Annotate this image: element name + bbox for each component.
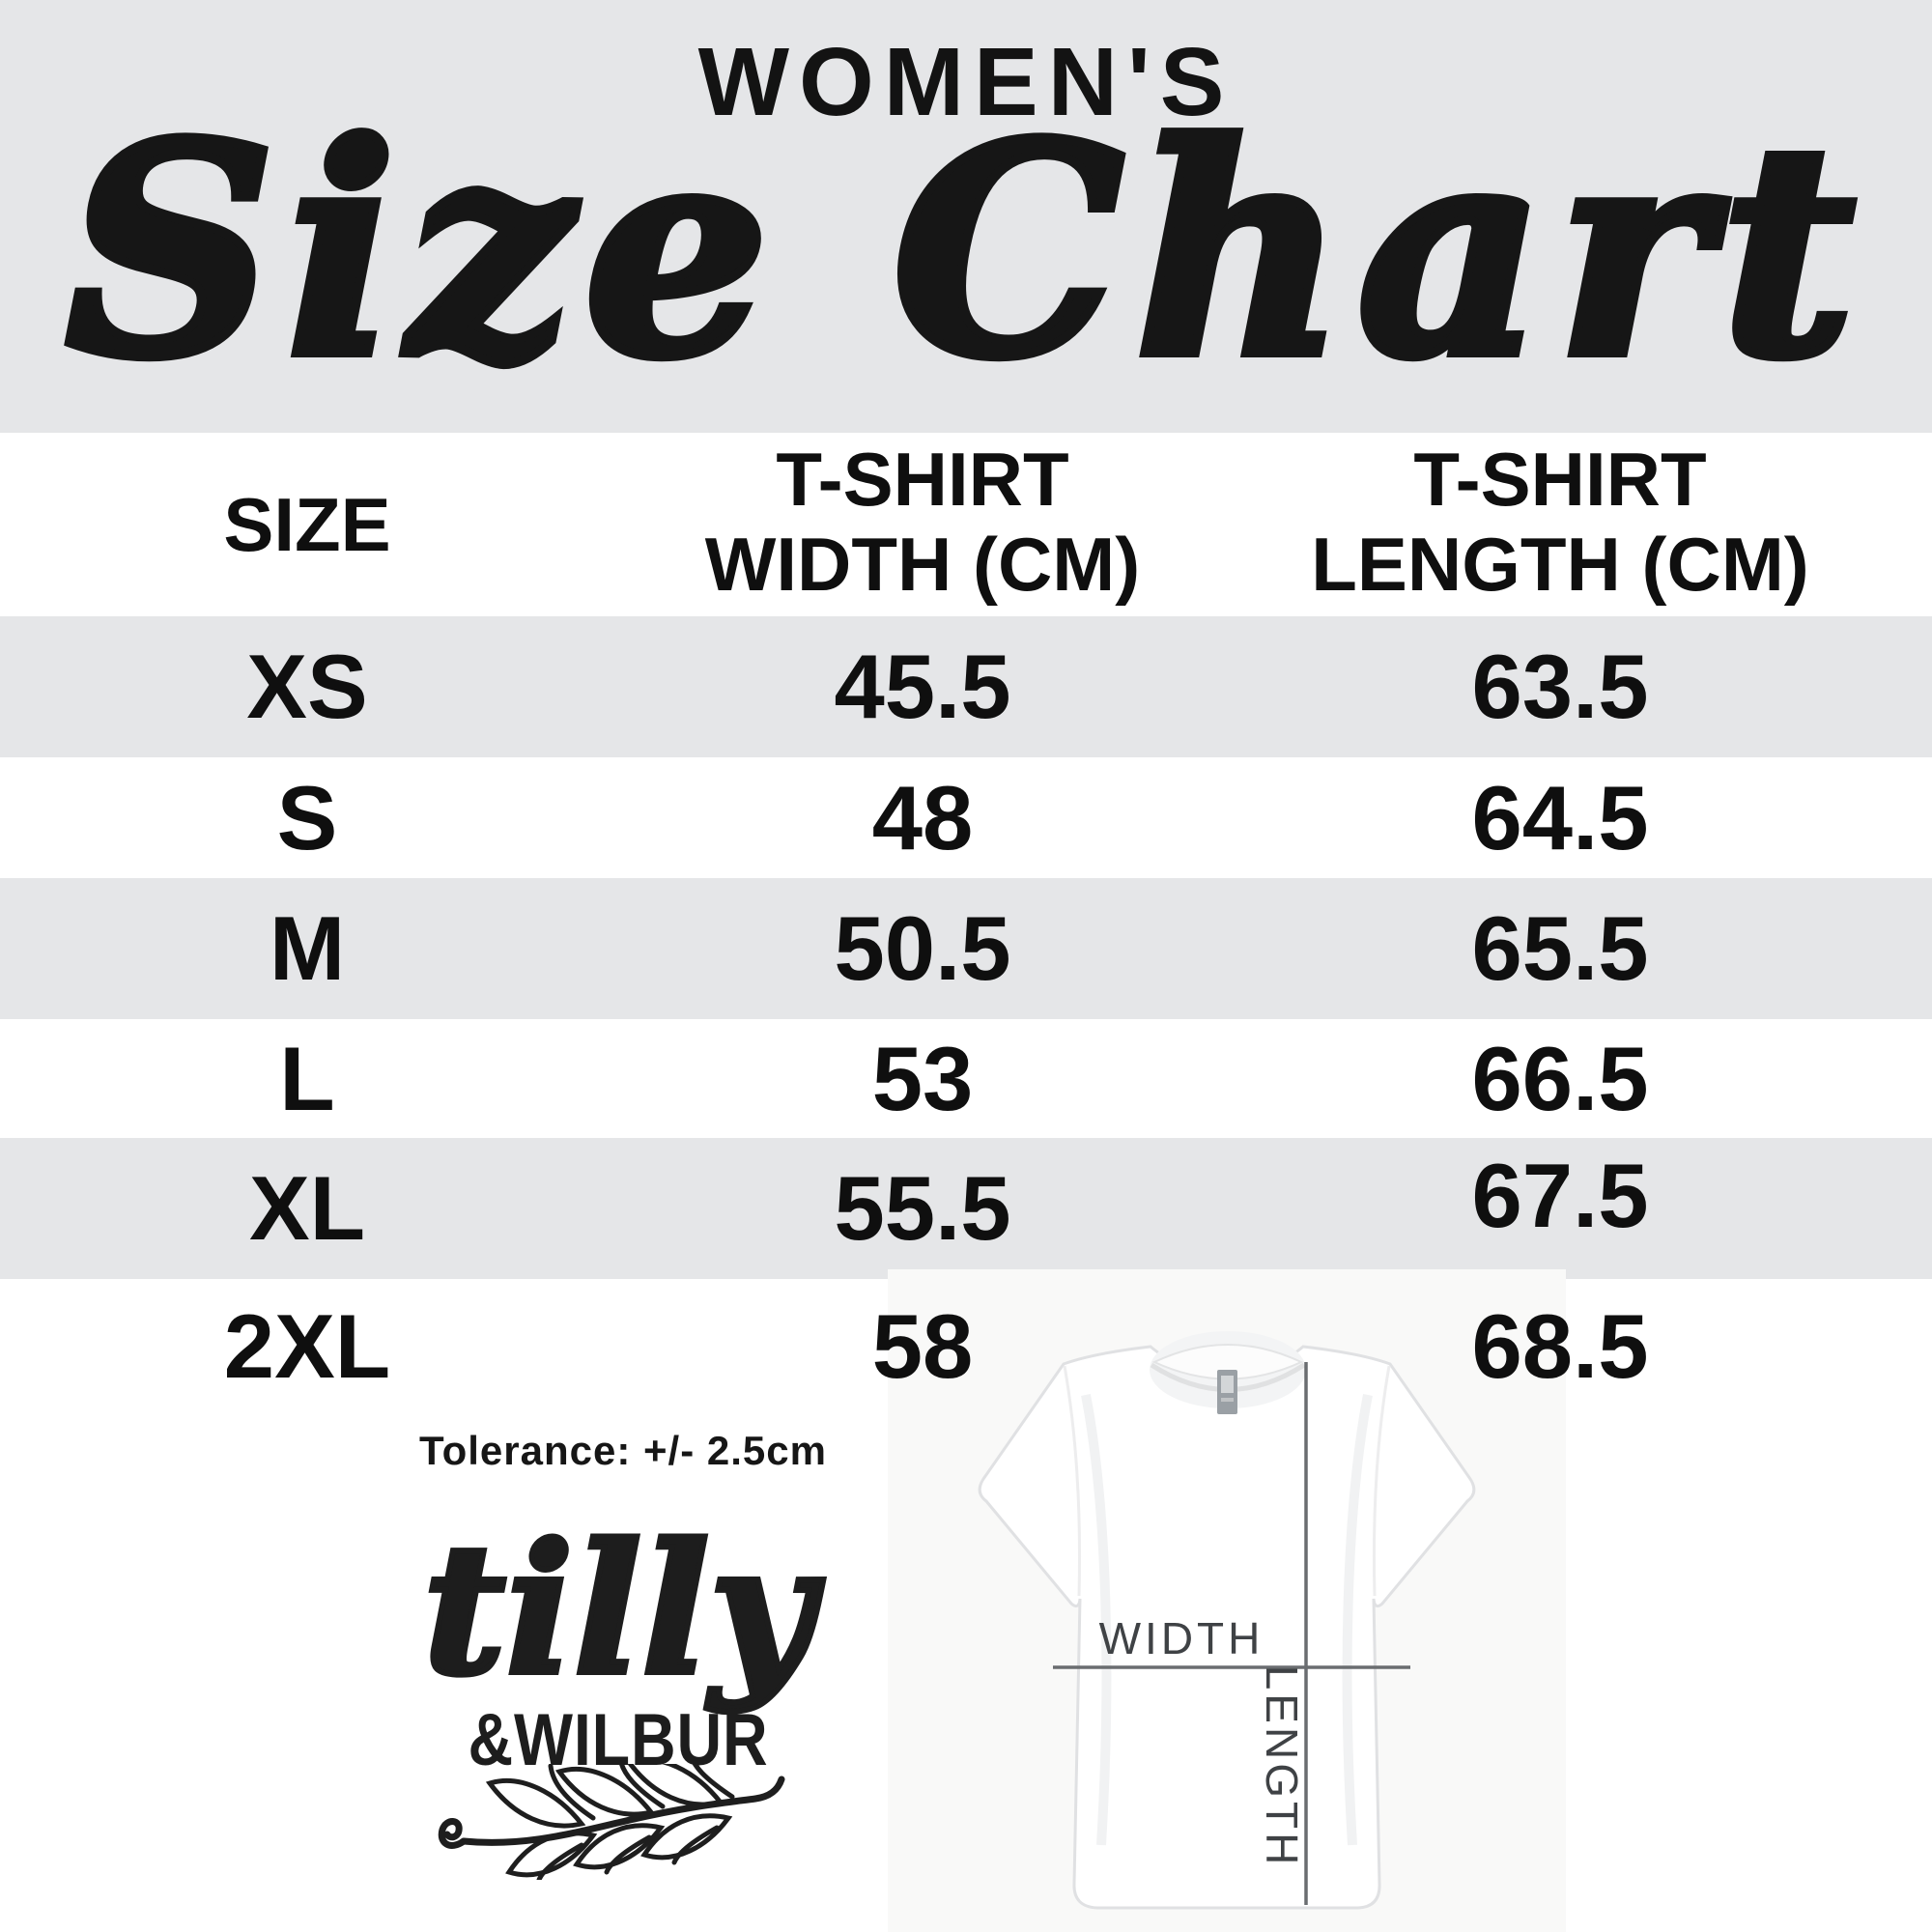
tshirt-diagram: WIDTH LENGTH bbox=[978, 1331, 1476, 1910]
length-cell: 68.5 bbox=[1471, 1295, 1649, 1397]
sleeve-seam-right bbox=[1372, 1365, 1391, 1597]
size-cell: 2XL bbox=[223, 1295, 391, 1397]
column-header-length-line1: T-SHIRT bbox=[1413, 437, 1707, 522]
size-cell: L bbox=[279, 1028, 335, 1129]
column-header-size: SIZE bbox=[223, 482, 391, 567]
table-row: M 50.5 65.5 bbox=[0, 878, 1932, 1019]
neck-tag-label bbox=[1221, 1376, 1234, 1393]
column-header-length-line2: LENGTH (CM) bbox=[1311, 522, 1809, 607]
chart-kicker: WOMEN'S bbox=[697, 28, 1235, 136]
width-cell: 48 bbox=[871, 767, 974, 868]
length-cell: 66.5 bbox=[1471, 1028, 1649, 1129]
table-row: L 53 66.5 bbox=[0, 1009, 1932, 1150]
brand-logo-script: tilly bbox=[420, 1501, 816, 1718]
collar-back-band bbox=[1151, 1344, 1304, 1380]
width-cell: 55.5 bbox=[834, 1157, 1011, 1259]
length-cell: 63.5 bbox=[1471, 636, 1649, 737]
width-cell: 45.5 bbox=[834, 636, 1011, 737]
column-header-width-line2: WIDTH (CM) bbox=[704, 522, 1141, 607]
table-row: XS 45.5 63.5 bbox=[0, 616, 1932, 757]
tolerance-note: Tolerance: +/- 2.5cm bbox=[419, 1428, 827, 1473]
table-row: 2XL 58 68.5 bbox=[0, 1276, 1932, 1417]
branch-flourish-icon bbox=[438, 1764, 785, 1880]
column-header-width: T-SHIRT WIDTH (CM) bbox=[633, 437, 1212, 607]
width-cell: 53 bbox=[871, 1028, 974, 1129]
row-stripe bbox=[0, 1138, 1932, 1279]
size-cell: XL bbox=[248, 1157, 366, 1259]
tshirt-photo: WIDTH LENGTH bbox=[888, 1269, 1566, 1932]
chart-title: Size Chart bbox=[61, 80, 1867, 421]
neck-tag-line bbox=[1221, 1398, 1234, 1402]
table-row: XL 55.5 67.5 bbox=[0, 1138, 1932, 1279]
column-header-length: T-SHIRT LENGTH (CM) bbox=[1270, 437, 1850, 607]
sleeve-seam-left bbox=[1063, 1365, 1082, 1597]
fabric-shade-right bbox=[1342, 1394, 1373, 1846]
length-cell: 67.5 bbox=[1471, 1145, 1649, 1246]
row-stripe bbox=[0, 878, 1932, 1019]
title-band: WOMEN'S Size Chart bbox=[0, 0, 1932, 433]
width-cell: 58 bbox=[871, 1295, 974, 1397]
row-stripe bbox=[0, 616, 1932, 757]
length-cell: 65.5 bbox=[1471, 897, 1649, 999]
length-label: LENGTH bbox=[1257, 1665, 1307, 1869]
table-row: S 48 64.5 bbox=[0, 748, 1932, 889]
brand-logo-caps: &WILBUR bbox=[468, 1699, 769, 1781]
size-cell: S bbox=[276, 767, 338, 868]
length-cell: 64.5 bbox=[1471, 767, 1649, 868]
width-cell: 50.5 bbox=[834, 897, 1011, 999]
fabric-shade-left bbox=[1081, 1394, 1112, 1846]
size-cell: M bbox=[269, 897, 346, 999]
column-header-width-line1: T-SHIRT bbox=[776, 437, 1069, 522]
size-cell: XS bbox=[246, 636, 368, 737]
width-label: WIDTH bbox=[1099, 1613, 1264, 1663]
